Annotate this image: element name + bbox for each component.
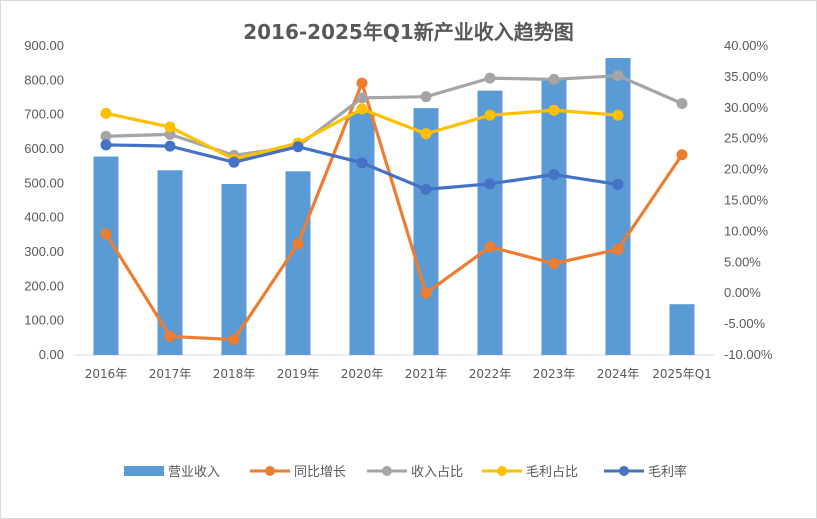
bar — [221, 184, 247, 355]
data-point — [292, 238, 304, 250]
y-right-tick-label: 0.00% — [724, 285, 761, 300]
line-series — [100, 70, 688, 346]
series-line — [104, 81, 684, 342]
x-tick-label: 2019年 — [277, 367, 320, 381]
legend-marker — [265, 466, 275, 476]
chart-title: 2016-2025年Q1新产业收入趋势图 — [243, 20, 574, 44]
y-left-tick-label: 0.00 — [39, 347, 64, 362]
data-point — [420, 183, 432, 195]
bar — [477, 90, 503, 355]
data-point — [356, 77, 368, 89]
data-point — [676, 97, 688, 109]
data-point — [292, 141, 304, 153]
y-left-tick-label: 400.00 — [24, 210, 64, 225]
y-right-tick-label: 5.00% — [724, 254, 761, 269]
bar — [413, 108, 439, 355]
y-left-tick-label: 100.00 — [24, 313, 64, 328]
data-point — [420, 91, 432, 103]
data-point — [548, 73, 560, 85]
legend-label: 收入占比 — [411, 465, 463, 480]
legend: 营业收入 同比增长 收入占比 毛利占比 毛利率 — [124, 464, 687, 480]
y-right-tick-label: -10.00% — [724, 347, 773, 362]
data-point — [164, 121, 176, 133]
bar — [605, 58, 631, 356]
y-right-tick-label: -5.00% — [724, 316, 766, 331]
data-point — [356, 103, 368, 115]
data-point — [420, 287, 432, 299]
data-point — [420, 128, 432, 140]
bar — [157, 170, 183, 355]
data-point — [612, 178, 624, 190]
y-left-tick-label: 800.00 — [24, 72, 64, 87]
data-point — [356, 92, 368, 104]
axes: 0.00 100.00 200.00 300.00 400.00 500.00 600.00… — [24, 38, 773, 381]
y-right-tick-label: 35.00% — [724, 69, 769, 84]
data-point — [484, 109, 496, 121]
y-right-tick-label: 15.00% — [724, 193, 769, 208]
bar — [669, 304, 695, 355]
legend-label: 营业收入 — [168, 465, 220, 480]
y-left-tick-label: 200.00 — [24, 278, 64, 293]
y-right-tick-label: 25.00% — [724, 131, 769, 146]
data-point — [356, 157, 368, 169]
bar — [285, 171, 311, 355]
data-point — [548, 104, 560, 116]
y-left-tick-label: 900.00 — [24, 38, 64, 53]
y-right-tick-label: 30.00% — [724, 100, 769, 115]
series-line — [105, 74, 683, 157]
y-right-tick-label: 40.00% — [724, 38, 769, 53]
y-left-tick-label: 600.00 — [24, 141, 64, 156]
data-point — [100, 139, 112, 151]
bar — [349, 112, 375, 355]
x-tick-label: 2023年 — [533, 367, 576, 381]
x-tick-label: 2025年Q1 — [652, 367, 712, 381]
data-point — [612, 109, 624, 121]
data-point — [100, 107, 112, 119]
x-tick-label: 2021年 — [405, 367, 448, 381]
legend-swatch — [124, 466, 164, 476]
data-point — [612, 243, 624, 255]
data-point — [228, 156, 240, 168]
data-point — [484, 241, 496, 253]
bar — [93, 156, 119, 355]
data-point — [548, 258, 560, 270]
data-point — [164, 330, 176, 342]
legend-label: 毛利率 — [648, 464, 687, 480]
x-tick-label: 2017年 — [149, 367, 192, 381]
bar-series — [93, 58, 695, 356]
legend-label: 毛利占比 — [526, 465, 578, 480]
data-point — [484, 72, 496, 84]
y-right-tick-label: 20.00% — [724, 162, 769, 177]
x-tick-label: 2024年 — [597, 367, 640, 381]
bar — [541, 79, 567, 356]
legend-label: 同比增长 — [294, 465, 346, 480]
y-left-tick-label: 500.00 — [24, 175, 64, 190]
x-tick-label: 2022年 — [469, 367, 512, 381]
legend-marker — [497, 466, 507, 476]
legend-marker — [382, 466, 392, 476]
data-point — [484, 178, 496, 190]
x-tick-label: 2020年 — [341, 367, 384, 381]
data-point — [100, 228, 112, 240]
data-point — [612, 70, 624, 82]
data-point — [228, 334, 240, 346]
y-left-tick-label: 700.00 — [24, 107, 64, 122]
legend-marker — [619, 466, 629, 476]
data-point — [164, 140, 176, 152]
x-tick-label: 2018年 — [213, 367, 256, 381]
y-left-tick-label: 300.00 — [24, 244, 64, 259]
data-point — [548, 169, 560, 181]
y-right-tick-label: 10.00% — [724, 223, 769, 238]
data-point — [100, 130, 112, 142]
x-tick-label: 2016年 — [85, 367, 128, 381]
data-point — [676, 149, 688, 161]
